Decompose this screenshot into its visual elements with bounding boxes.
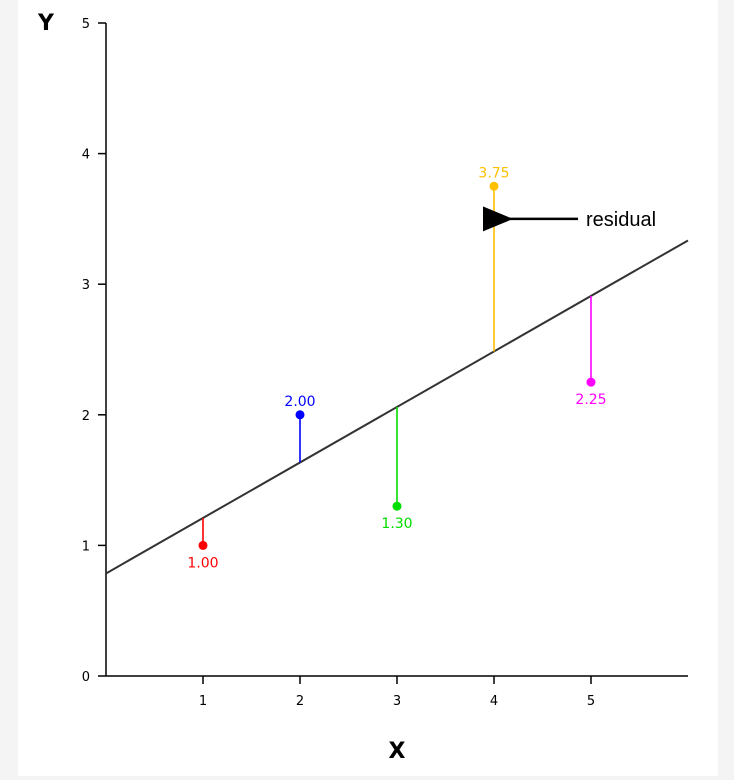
data-point [586, 377, 596, 387]
data-point-label: 2.00 [284, 394, 315, 410]
x-tick-label: 5 [587, 694, 595, 709]
x-tick-label: 3 [393, 694, 401, 709]
data-point [392, 501, 402, 511]
x-axis-title: X [389, 739, 406, 764]
y-tick-label: 1 [82, 539, 90, 554]
y-tick-label: 4 [82, 148, 90, 163]
y-tick-label: 3 [82, 278, 90, 293]
x-tick-label: 2 [296, 694, 304, 709]
data-point-label: 3.75 [478, 165, 509, 181]
x-tick-label: 1 [199, 694, 207, 709]
residual-annotation: residual [586, 209, 656, 231]
x-tick-label: 4 [490, 694, 498, 709]
data-point-label: 2.25 [575, 392, 606, 408]
y-tick-label: 5 [82, 17, 90, 32]
data-point [198, 540, 208, 550]
y-axis-title: Y [37, 11, 55, 36]
ticks: 0 1 2 3 4 5 1 2 3 4 5 [82, 17, 595, 709]
residuals [202, 186, 592, 546]
scatter-chart: Y X 0 1 2 3 4 5 1 2 3 4 5 1.00 2.00 1.30 3.75 2.25 res… [37, 11, 689, 764]
data-point [295, 410, 305, 420]
data-point-label: 1.00 [187, 555, 218, 571]
y-tick-label: 2 [82, 409, 90, 424]
points [198, 181, 596, 550]
y-tick-label: 0 [82, 670, 90, 685]
plot-frame: Y X 0 1 2 3 4 5 1 2 3 4 5 1.00 2.00 1.30 3.75 2.25 res… [18, 0, 718, 776]
data-point-label: 1.30 [381, 516, 412, 532]
point-labels: 1.00 2.00 1.30 3.75 2.25 [187, 165, 606, 571]
data-point [489, 181, 499, 191]
